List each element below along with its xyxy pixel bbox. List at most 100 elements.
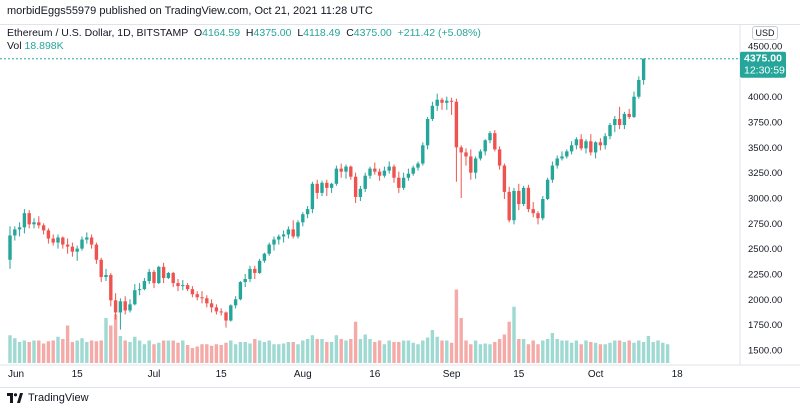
- price-tick-label: 3000.00: [748, 193, 782, 204]
- time-tick-label: 15: [216, 369, 228, 380]
- volume-bar: [521, 339, 526, 363]
- chart-frame[interactable]: 4500.004250.004000.003750.003500.003250.…: [0, 24, 800, 388]
- volume-bar: [536, 344, 540, 363]
- volume-bar: [32, 340, 36, 363]
- candlestick: [22, 209, 27, 234]
- candle-body: [584, 141, 588, 149]
- volume-label: Vol: [7, 40, 22, 52]
- volume-bar: [113, 314, 118, 363]
- candle-body: [598, 142, 603, 146]
- price-tick-label: 1750.00: [748, 320, 782, 331]
- candle-body: [70, 246, 75, 252]
- candle-body: [613, 118, 617, 126]
- volume-bar: [248, 343, 252, 363]
- volume-bar: [17, 342, 22, 363]
- candlestick: [200, 291, 204, 304]
- candle-body: [137, 289, 142, 291]
- candlestick: [253, 265, 257, 280]
- candlestick: [526, 184, 531, 213]
- volume-bar: [425, 337, 430, 363]
- candle-body: [113, 300, 118, 313]
- candlestick: [632, 91, 636, 118]
- candle-body: [507, 191, 511, 221]
- candle-body: [233, 299, 238, 306]
- volume-bar: [483, 343, 487, 363]
- candle-body: [200, 297, 204, 299]
- candlestick: [397, 171, 401, 193]
- candle-body: [425, 118, 430, 146]
- price-tick-label: 1500.00: [748, 345, 782, 356]
- volume-bar: [262, 342, 267, 363]
- price-chart[interactable]: 4500.004250.004000.003750.003500.003250.…: [0, 25, 800, 388]
- price-tick-label: 4500.00: [748, 42, 782, 53]
- volume-bars: [8, 289, 670, 363]
- volume-bar: [613, 340, 617, 363]
- volume-bar: [584, 340, 588, 363]
- candlestick: [61, 236, 65, 249]
- candle-body: [41, 225, 46, 231]
- candle-body: [545, 179, 550, 199]
- volume-bar: [37, 340, 41, 363]
- candle-body: [397, 177, 401, 188]
- candlestick: [296, 220, 300, 239]
- price-tick-label: 3250.00: [748, 168, 782, 179]
- candle-body: [449, 100, 454, 102]
- brand-name: TradingView: [28, 392, 89, 404]
- candle-body: [176, 283, 180, 287]
- candlestick: [291, 220, 295, 239]
- candlestick: [617, 106, 622, 130]
- currency-button[interactable]: USD: [752, 26, 778, 40]
- candlestick: [248, 265, 252, 283]
- volume-bar: [195, 346, 199, 363]
- volume-bar: [46, 341, 51, 363]
- candle-body: [483, 140, 487, 152]
- candle-body: [363, 175, 367, 189]
- candle-body: [262, 253, 267, 261]
- candle-body: [435, 99, 439, 106]
- candlestick: [541, 195, 545, 221]
- tradingview-brand[interactable]: TradingView: [7, 392, 89, 404]
- candle-body: [320, 182, 324, 193]
- volume-bar: [406, 340, 411, 363]
- volume-bar: [166, 340, 171, 363]
- candlestick: [603, 133, 607, 150]
- price-tick-label: 2750.00: [748, 219, 782, 230]
- volume-bar: [488, 344, 492, 363]
- candle-body: [142, 281, 147, 290]
- candlestick: [589, 134, 593, 156]
- volume-bar: [70, 342, 75, 363]
- candle-body: [157, 266, 161, 284]
- volume-bar: [65, 325, 70, 363]
- candle-body: [454, 101, 459, 148]
- volume-bar: [368, 339, 372, 363]
- candlestick: [608, 123, 612, 140]
- volume-value: 18.898K: [24, 40, 64, 52]
- volume-bar: [109, 325, 113, 363]
- candle-body: [277, 236, 281, 240]
- candle-body: [238, 282, 243, 300]
- candle-body: [411, 167, 415, 174]
- candle-body: [464, 152, 468, 157]
- volume-bar: [459, 318, 463, 363]
- candlestick: [560, 151, 564, 161]
- candle-body: [497, 149, 502, 166]
- volume-bar: [531, 340, 535, 363]
- candlestick: [185, 283, 190, 292]
- candle-body: [445, 100, 449, 103]
- candlestick: [238, 281, 243, 301]
- volume-bar: [320, 339, 324, 363]
- candlestick: [536, 211, 540, 225]
- candlestick: [118, 298, 123, 330]
- candlestick: [502, 163, 507, 199]
- candlestick: [641, 58, 646, 85]
- candle-body: [219, 311, 223, 313]
- volume-bar: [473, 340, 478, 363]
- candle-body: [281, 234, 286, 237]
- candlestick: [27, 210, 31, 229]
- volume-bar: [99, 340, 103, 363]
- volume-bar: [478, 344, 483, 363]
- time-tick-label: Jul: [148, 369, 161, 380]
- candlestick: [70, 242, 75, 257]
- volume-bar: [435, 336, 439, 363]
- candlestick: [267, 242, 271, 256]
